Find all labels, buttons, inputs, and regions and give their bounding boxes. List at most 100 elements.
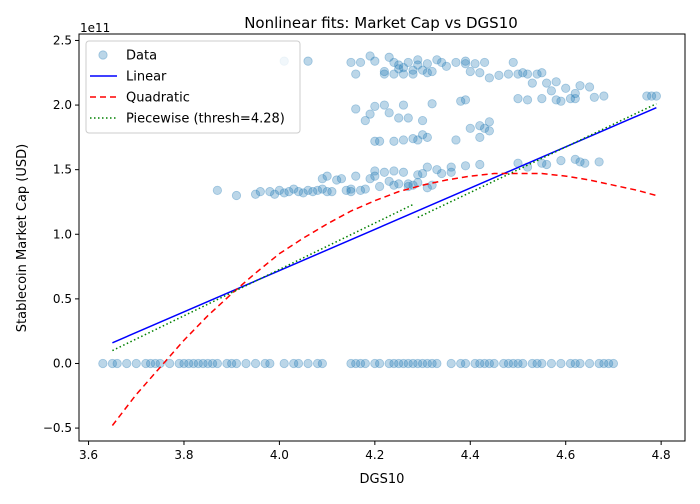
data-point [112,358,122,369]
data-point [413,177,423,188]
data-point [365,51,375,61]
legend-marker [98,50,108,60]
data-point [289,184,299,194]
x-tick-label: 4.6 [556,448,575,462]
data-point [227,358,237,369]
data-point [518,358,528,369]
axes-frame [78,33,686,442]
data-point [389,180,399,190]
legend: Data Linear Quadratic Piecewise (thresh=4.2… [85,40,301,134]
data-point [432,55,442,65]
x-tick-label: 4.2 [365,448,384,462]
data-point [427,66,437,77]
data-point [513,69,523,79]
data-point [570,94,580,104]
data-point [270,189,280,199]
y-tick-label: 1.5 [53,163,72,177]
data-point [351,358,361,369]
legend-entry-quadratic: Quadratic [126,91,190,106]
data-point [327,187,337,197]
data-point [274,185,285,195]
y-tick-label: 2.5 [53,33,72,47]
data-point [417,65,428,75]
plot-area [98,51,661,426]
data-point [556,96,566,106]
data-point [341,185,351,195]
data-point [646,91,657,101]
data-point [379,69,389,79]
data-point [446,358,456,369]
data-point [398,100,409,110]
data-point [394,358,404,369]
data-point [475,358,485,369]
data-point [394,60,404,70]
data-point [537,68,547,78]
data-point [551,95,561,105]
data-point [422,358,432,369]
data-point [398,167,409,177]
data-point [336,174,347,184]
data-point [642,91,652,101]
data-point [542,159,552,170]
y-axis-offset-label: 1e11 [80,21,110,35]
data-point [346,184,356,194]
data-point [456,96,466,106]
data-point [460,56,471,66]
data-point [580,158,590,168]
data-point [398,135,409,145]
data-point [355,358,366,369]
data-point [417,168,428,179]
data-point [370,166,380,176]
data-point [594,358,604,369]
data-point [351,69,361,79]
data-point [370,56,380,66]
data-point [508,57,518,68]
data-point [403,57,413,68]
x-axis-label: DGS10 [360,472,405,487]
data-point [427,99,437,109]
data-point [303,56,313,66]
data-point [460,358,471,369]
data-point [465,66,475,77]
data-point [484,358,494,369]
data-point [413,60,423,70]
data-point [546,86,556,96]
data-point [432,165,442,175]
data-point [532,69,542,79]
y-tick-label: 1.0 [53,227,72,241]
data-point [475,68,485,78]
data-point [542,78,552,88]
data-point [508,358,518,369]
data-point [513,358,523,369]
data-point [527,78,537,88]
data-point [522,95,533,105]
data-point [303,358,313,369]
data-point [332,175,342,185]
data-point [556,358,566,369]
data-point [398,62,409,73]
data-point [284,187,294,197]
data-point [303,185,313,195]
quadratic-fit-line [111,172,657,426]
data-point [389,166,399,176]
data-point [312,358,323,369]
data-point [389,136,399,146]
data-point [651,91,661,101]
x-tick-label: 4.4 [461,448,480,462]
data-point [484,73,494,83]
data-point [141,358,151,369]
data-point [417,130,428,140]
data-point [441,61,452,71]
x-tick-label: 3.6 [79,448,98,462]
data-point [413,55,423,65]
data-point [370,136,380,146]
x-tick-label: 3.8 [174,448,193,462]
data-point [394,179,404,189]
data-point [107,358,118,369]
legend-box [85,40,301,134]
data-point [408,69,418,79]
y-tick-label: 0.5 [53,292,72,306]
x-axis-ticks: 3.6 3.8 4.0 4.2 4.4 4.6 4.8 [79,441,671,462]
data-point [451,135,461,145]
data-point [231,190,242,201]
